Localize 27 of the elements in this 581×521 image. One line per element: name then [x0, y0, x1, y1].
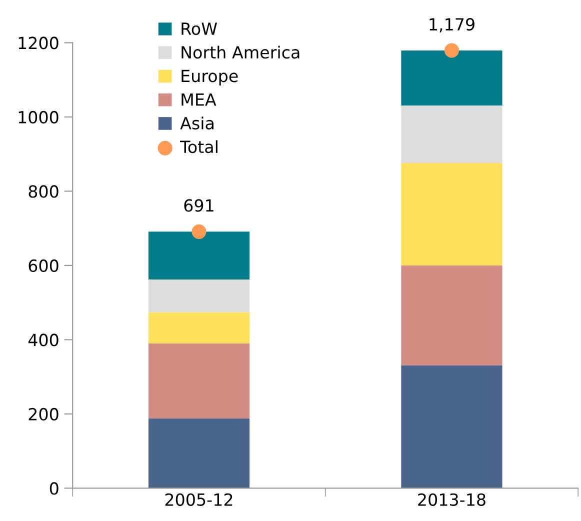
legend-label: MEA [182, 93, 216, 106]
y-tick-label: 200 [28, 408, 58, 421]
x-tick-label: 2005-12 [165, 493, 232, 506]
bar [401, 105, 502, 163]
bar [148, 232, 250, 280]
legend-label: RoW [182, 22, 218, 35]
y-tick-label: 1200 [18, 36, 58, 50]
data-label: 1,179 [430, 18, 474, 32]
legend-label: Asia [180, 116, 214, 130]
data-label: 691 [184, 199, 214, 212]
bar [148, 343, 250, 418]
bar [401, 365, 502, 488]
bar [148, 312, 250, 344]
bar [401, 265, 502, 366]
y-tick-label: 600 [28, 259, 58, 272]
bar [401, 50, 502, 106]
y-tick-label: 800 [28, 185, 58, 198]
bar [401, 162, 502, 266]
y-tick-label: 400 [28, 334, 58, 346]
bar [148, 418, 250, 488]
y-tick-label: 0 [50, 482, 58, 495]
x-tick-label: 2013-18 [418, 493, 486, 506]
y-tick-label: 1000 [18, 110, 58, 124]
legend-label: North America [182, 46, 300, 59]
bar [148, 280, 250, 312]
legend-label: Total [180, 140, 218, 154]
legend-label: Europe [182, 70, 238, 86]
